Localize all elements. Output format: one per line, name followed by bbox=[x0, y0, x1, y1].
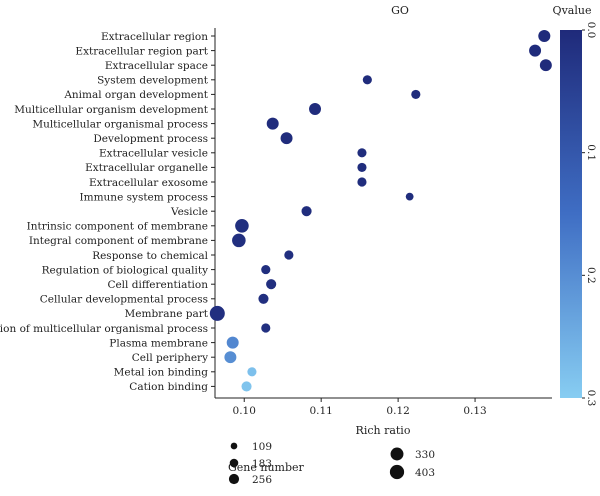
bubble-point bbox=[301, 206, 312, 217]
category-label: Regulation of multicellular organismal p… bbox=[0, 323, 208, 335]
category-label: Vesicle bbox=[170, 206, 208, 218]
category-label: Plasma membrane bbox=[109, 337, 208, 349]
bubble-point bbox=[261, 265, 271, 275]
bubble-point bbox=[411, 89, 421, 99]
bubble-point bbox=[209, 305, 225, 321]
bubble-point bbox=[284, 250, 294, 260]
qvalue-colorbar: Qvalue 0.0 0.1 0.2 0.3 bbox=[553, 4, 597, 406]
size-legend-label: 183 bbox=[252, 458, 272, 470]
bubble-point bbox=[529, 44, 542, 57]
category-label: Cell differentiation bbox=[107, 279, 208, 291]
category-label: Membrane part bbox=[125, 308, 209, 320]
bubble-point bbox=[241, 381, 252, 392]
bubble-point bbox=[362, 75, 372, 85]
category-ticks bbox=[211, 35, 215, 387]
size-legend-entries: 109 183 256 330 403 bbox=[228, 441, 435, 486]
bubble-point bbox=[309, 103, 322, 115]
category-label: Cellular developmental process bbox=[40, 294, 208, 306]
bubble-point bbox=[261, 323, 271, 333]
colorbar-ticks: 0.0 0.1 0.2 0.3 bbox=[582, 22, 597, 407]
bubble-point bbox=[258, 293, 269, 304]
bubbles bbox=[209, 29, 552, 392]
bubble-point bbox=[280, 132, 293, 145]
category-label: Immune system process bbox=[79, 191, 208, 203]
category-label: Extracellular vesicle bbox=[99, 148, 208, 160]
category-label: Regulation of biological quality bbox=[42, 264, 208, 276]
size-legend-label: 256 bbox=[252, 474, 272, 486]
bubble-point bbox=[235, 219, 249, 233]
bubble-point bbox=[405, 192, 414, 201]
size-legend-label: 403 bbox=[415, 467, 435, 479]
size-legend-symbol bbox=[389, 464, 405, 480]
bubble-point bbox=[357, 148, 367, 158]
x-axis-ticks: 0.10 0.11 0.12 0.13 bbox=[233, 398, 487, 417]
size-legend-label: 109 bbox=[252, 441, 272, 453]
bubble-point bbox=[357, 177, 367, 187]
category-label: Extracellular exosome bbox=[89, 177, 208, 189]
bubble-point bbox=[224, 351, 237, 364]
category-label: Response to chemical bbox=[92, 250, 208, 262]
bubble-point bbox=[226, 336, 239, 349]
x-tick-label: 0.12 bbox=[386, 405, 409, 417]
category-label: Development process bbox=[93, 133, 208, 145]
chart-title: GO bbox=[391, 4, 409, 17]
category-label: System development bbox=[97, 75, 209, 87]
category-labels: Extracellular region Extracellular region… bbox=[0, 31, 209, 393]
size-legend-symbol bbox=[229, 458, 239, 468]
bubble-point bbox=[538, 29, 551, 43]
category-label: Metal ion binding bbox=[114, 367, 209, 379]
x-tick-label: 0.13 bbox=[463, 405, 486, 417]
category-label: Extracellular space bbox=[105, 60, 208, 72]
x-axis-label: Rich ratio bbox=[356, 424, 411, 437]
bubble-point bbox=[266, 117, 279, 130]
colorbar-title: Qvalue bbox=[553, 4, 592, 17]
x-tick-label: 0.10 bbox=[233, 405, 256, 417]
colorbar-tick-label: 0.0 bbox=[585, 22, 597, 39]
category-label: Extracellular region bbox=[101, 31, 208, 43]
category-label: Integral component of membrane bbox=[29, 235, 208, 247]
bubble-point bbox=[357, 162, 367, 172]
plot-area bbox=[214, 28, 552, 399]
bubble-point bbox=[539, 59, 552, 72]
size-legend-symbol bbox=[390, 447, 404, 461]
colorbar-tick-label: 0.1 bbox=[585, 144, 597, 161]
size-legend-label: 330 bbox=[415, 449, 435, 461]
size-legend: Gene number 109 183 256 330 403 bbox=[228, 441, 435, 486]
category-label: Animal organ development bbox=[63, 89, 208, 101]
category-label: Multicellular organism development bbox=[14, 104, 209, 116]
category-label: Intrinsic component of membrane bbox=[27, 221, 208, 233]
size-legend-symbol bbox=[230, 442, 238, 450]
category-label: Cation binding bbox=[129, 381, 208, 393]
category-label: Cell periphery bbox=[132, 352, 208, 364]
colorbar-gradient bbox=[560, 30, 582, 398]
size-legend-symbol bbox=[228, 473, 240, 485]
colorbar-tick-label: 0.3 bbox=[585, 390, 597, 407]
colorbar-tick-label: 0.2 bbox=[585, 267, 597, 284]
bubble-point bbox=[247, 367, 257, 377]
x-tick-label: 0.11 bbox=[309, 405, 332, 417]
bubble-point bbox=[232, 233, 246, 248]
category-label: Extracellular region part bbox=[75, 45, 208, 57]
size-legend-title: Gene number bbox=[228, 461, 305, 474]
category-label: Extracellular organelle bbox=[85, 162, 208, 174]
bubble-point bbox=[266, 279, 277, 290]
category-label: Multicellular organismal process bbox=[32, 118, 208, 130]
